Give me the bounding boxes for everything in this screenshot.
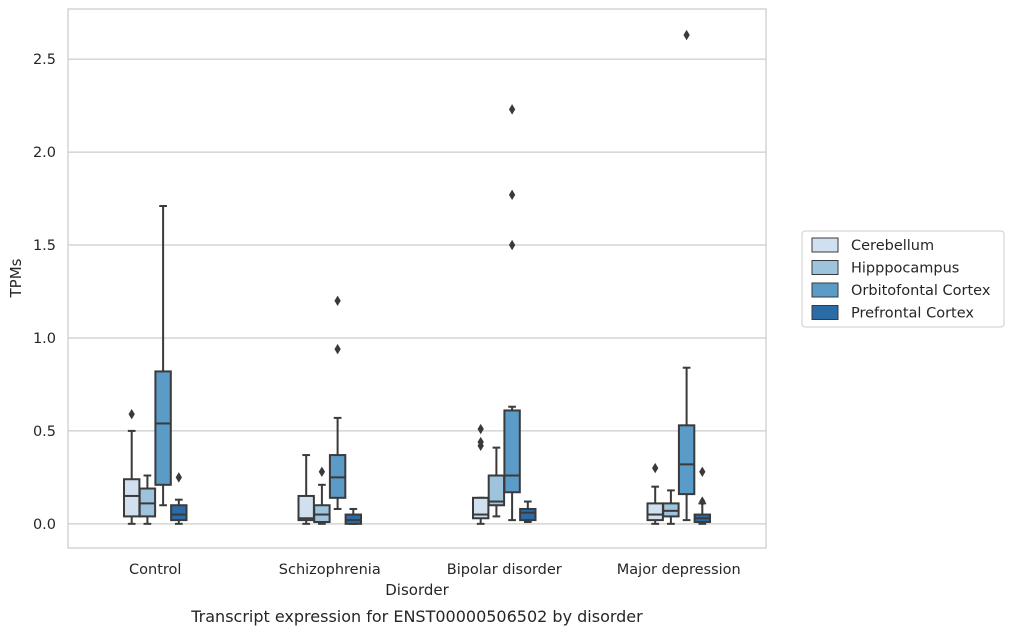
- x-tick-label: Bipolar disorder: [447, 562, 562, 578]
- box-schizophrenia-cerebellum: [297, 454, 315, 525]
- outlier-point: [508, 189, 516, 201]
- legend-label: Cerebellum: [851, 238, 934, 254]
- grid-lines: [68, 58, 766, 525]
- box-control-prefrontal-cortex: [170, 472, 188, 525]
- outlier-point: [699, 466, 706, 477]
- y-tick-label: 0.0: [33, 517, 56, 533]
- box-control-cerebellum: [122, 408, 141, 525]
- y-tick-label: 2.0: [33, 145, 56, 161]
- y-axis-label: TPMs: [7, 258, 25, 298]
- legend-label: Prefrontal Cortex: [851, 306, 974, 322]
- box-body: [646, 502, 664, 522]
- box-bipolar-disorder-orbitofontal-cortex: [503, 104, 521, 522]
- y-tick-label: 2.5: [33, 52, 56, 68]
- outlier-point: [334, 295, 341, 307]
- box-body: [503, 409, 521, 494]
- legend-label: Hipppocampus: [851, 261, 959, 277]
- outlier-point: [477, 423, 484, 435]
- box-schizophrenia-prefrontal-cortex: [344, 507, 363, 525]
- box-body: [297, 494, 315, 522]
- legend-swatch: [811, 305, 839, 320]
- outlier-point: [508, 104, 516, 115]
- legend-swatch: [811, 282, 839, 298]
- x-tick-label: Major depression: [617, 562, 741, 578]
- x-axis-ticks: Control Schizophrenia Bipolar disorder Majo…: [129, 562, 741, 578]
- outlier-point: [128, 408, 135, 420]
- legend: Cerebellum Hipppocampus Orbitofontal Corte…: [801, 230, 1005, 328]
- outlier-point: [334, 343, 341, 355]
- box-body: [519, 507, 537, 522]
- outlier-point: [652, 462, 659, 474]
- box-control-hipppocampus: [138, 474, 157, 525]
- outlier-point: [318, 466, 326, 477]
- legend-swatch: [811, 260, 839, 275]
- box-control-orbitofontal-cortex: [154, 205, 172, 507]
- box-bipolar-disorder-prefrontal-cortex: [519, 500, 537, 523]
- box-major-depression-prefrontal-cortex: [693, 466, 712, 525]
- y-tick-label: 1.0: [33, 331, 56, 347]
- box-schizophrenia-orbitofontal-cortex: [328, 295, 347, 510]
- box-body: [471, 496, 490, 520]
- box-body: [677, 424, 696, 496]
- box-major-depression-cerebellum: [646, 462, 664, 525]
- outlier-point: [175, 472, 182, 483]
- y-axis-ticks: 0.0 0.5 1.0 1.5 2.0 2.5: [33, 52, 56, 533]
- outlier-point: [477, 436, 484, 448]
- box-body: [154, 370, 172, 486]
- outlier-point: [699, 496, 706, 507]
- x-tick-label: Control: [129, 562, 181, 578]
- chart-caption: Transcript expression for ENST0000050650…: [190, 607, 643, 626]
- x-axis-label: Disorder: [385, 581, 449, 599]
- box-major-depression-hipppocampus: [662, 489, 680, 525]
- x-tick-label: Schizophrenia: [279, 562, 381, 578]
- box-body: [170, 504, 188, 522]
- box-bipolar-disorder-hipppocampus: [487, 446, 506, 518]
- outlier-point: [683, 29, 690, 41]
- outlier-point: [508, 239, 516, 251]
- plot-frame: [67, 8, 767, 549]
- box-major-depression-orbitofontal-cortex: [677, 29, 696, 522]
- legend-label: Orbitofontal Cortex: [851, 283, 991, 299]
- box-bipolar-disorder-cerebellum: [471, 423, 490, 525]
- plot-area: [122, 29, 712, 525]
- y-tick-label: 0.5: [33, 424, 56, 440]
- legend-frame: [801, 230, 1005, 328]
- box-body: [122, 478, 141, 518]
- legend-swatch: [811, 237, 839, 253]
- y-tick-label: 1.5: [33, 238, 56, 254]
- box-schizophrenia-hipppocampus: [313, 466, 331, 525]
